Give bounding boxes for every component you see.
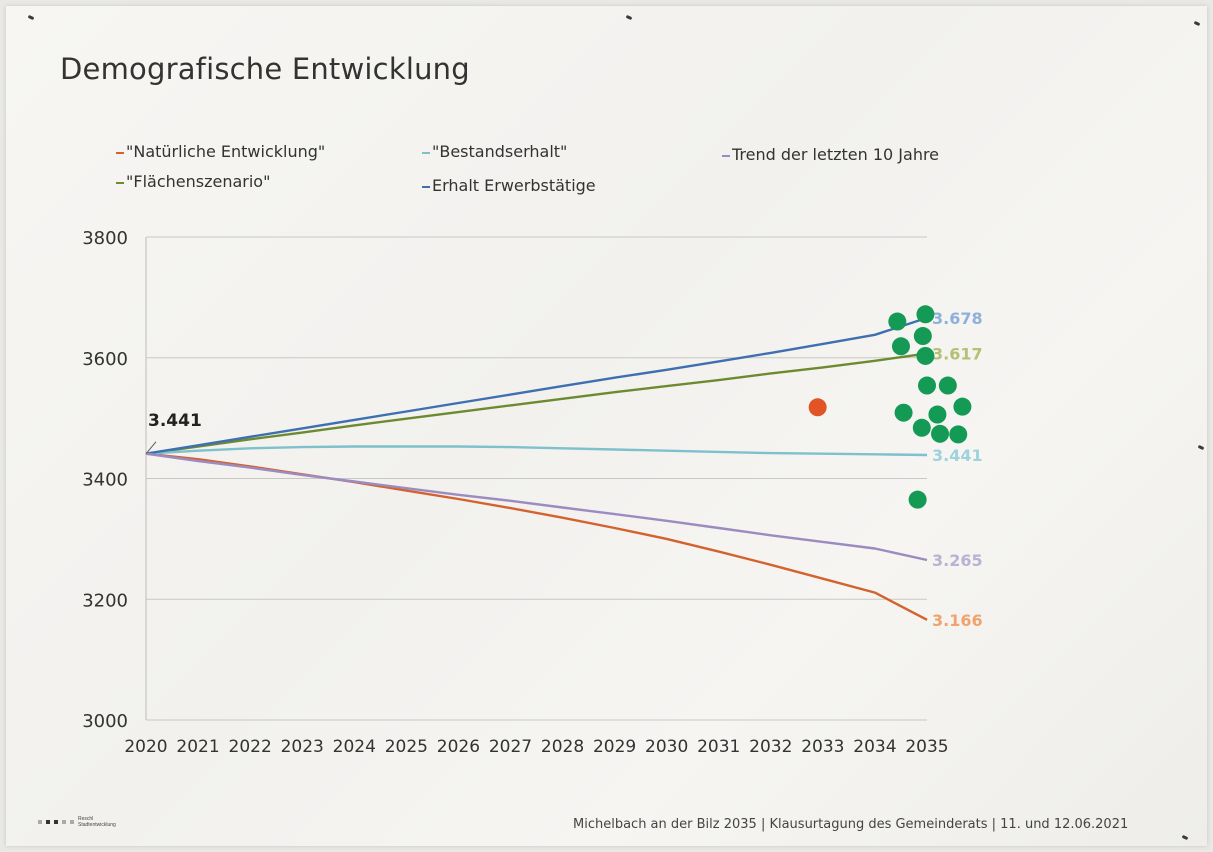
footer-caption: Michelbach an der Bilz 2035 | Klausurtag…	[573, 817, 1129, 832]
legend-item-flaechenszenario: "Flächenszenario"	[116, 172, 270, 191]
sticker-dot	[908, 490, 927, 509]
poster	[6, 6, 1207, 846]
sticker-dot	[938, 376, 957, 395]
sticker-dot	[891, 337, 910, 356]
sticker-dot	[888, 312, 907, 331]
legend-item-bestandserhalt: "Bestandserhalt"	[422, 142, 567, 161]
legend-label: Erhalt Erwerbstätige	[432, 176, 596, 195]
x-tick-label: 2020	[124, 737, 167, 757]
x-tick-label: 2023	[281, 737, 324, 757]
end-value-label: 3.678	[932, 309, 983, 328]
sticker-dot	[912, 418, 931, 437]
sticker-dot	[953, 397, 972, 416]
x-tick-label: 2035	[905, 737, 948, 757]
sticker-dot	[894, 403, 913, 422]
x-tick-label: 2034	[853, 737, 896, 757]
x-tick-label: 2026	[437, 737, 480, 757]
sticker-dot	[931, 424, 950, 443]
end-value-label: 3.617	[932, 345, 983, 364]
end-value-label: 3.265	[932, 551, 983, 570]
chart-title: Demografische Entwicklung	[60, 52, 470, 86]
legend-swatch	[422, 151, 430, 154]
y-tick-label: 3000	[82, 711, 128, 732]
sticker-dot	[808, 398, 827, 417]
x-tick-label: 2032	[749, 737, 792, 757]
x-tick-label: 2030	[645, 737, 688, 757]
sticker-dot	[918, 376, 936, 395]
legend-swatch	[722, 154, 730, 157]
x-tick-label: 2025	[385, 737, 428, 757]
x-tick-label: 2028	[541, 737, 584, 757]
x-tick-label: 2031	[697, 737, 740, 757]
legend-swatch	[116, 151, 124, 154]
logo: Reschl Stadtentwicklung	[38, 816, 116, 828]
sticker-dot	[949, 425, 968, 444]
logo-name: Reschl	[78, 816, 94, 822]
legend-label: Trend der letzten 10 Jahre	[732, 145, 940, 164]
end-value-label: 3.441	[932, 446, 983, 465]
start-value-label: 3.441	[148, 411, 202, 431]
legend-swatch	[116, 181, 124, 184]
x-tick-label: 2027	[489, 737, 532, 757]
legend-item-trend: Trend der letzten 10 Jahre	[722, 145, 939, 164]
legend-item-natuerliche: "Natürliche Entwicklung"	[116, 142, 325, 161]
y-tick-label: 3800	[82, 228, 128, 249]
sticker-dot	[916, 346, 935, 365]
y-tick-label: 3400	[82, 470, 128, 491]
x-tick-label: 2022	[229, 737, 272, 757]
y-tick-label: 3200	[82, 590, 128, 611]
x-tick-label: 2024	[333, 737, 376, 757]
logo-subtitle: Stadtentwicklung	[78, 822, 116, 828]
series-line	[145, 445, 928, 457]
y-tick-label: 3600	[82, 349, 128, 370]
end-value-label: 3.166	[932, 611, 983, 630]
x-tick-label: 2033	[801, 737, 844, 757]
legend-item-erhalt-erwerbstaetige: Erhalt Erwerbstätige	[422, 176, 596, 195]
legend-label: "Bestandserhalt"	[432, 142, 568, 161]
sticker-dot	[916, 305, 935, 324]
legend-swatch	[422, 185, 430, 188]
legend-label: "Flächenszenario"	[126, 172, 271, 191]
series-line	[145, 452, 928, 562]
sticker-dot	[913, 327, 932, 346]
start-label-leader	[145, 441, 157, 455]
series-line	[145, 316, 928, 455]
series-line	[145, 352, 928, 455]
legend-label: "Natürliche Entwicklung"	[126, 142, 326, 161]
x-tick-label: 2029	[593, 737, 636, 757]
sticker-dot	[928, 405, 947, 424]
x-tick-label: 2021	[176, 737, 219, 757]
